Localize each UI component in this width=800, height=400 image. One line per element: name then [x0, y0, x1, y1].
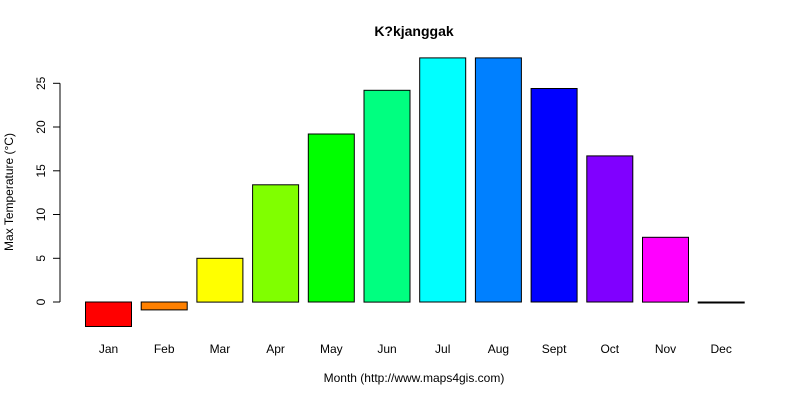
bar-mar [196, 257, 244, 303]
x-tick-labels: Jan Feb Mar Apr May Jun Jul Aug Sept Oct Nov Dec [99, 342, 732, 356]
y-tick-label: 15 [34, 164, 48, 178]
bar-sept [530, 88, 578, 303]
bar-aug [474, 57, 522, 303]
x-tick-label: Nov [655, 342, 676, 356]
bars-group [85, 57, 745, 327]
bar-oct [586, 155, 634, 303]
x-tick-label: Sept [542, 342, 567, 356]
bar-jul [419, 57, 467, 303]
bar-dec [697, 301, 745, 304]
bar-may [307, 133, 355, 303]
bar-jan [85, 301, 132, 327]
bar-jun [363, 89, 411, 303]
y-tick-label: 25 [34, 76, 48, 90]
x-tick-label: Oct [600, 342, 619, 356]
bar-apr [252, 184, 300, 303]
y-tick-label: 10 [34, 208, 48, 222]
y-tick-label: 5 [34, 255, 48, 262]
y-tick-label: 0 [34, 298, 48, 305]
bar-feb [140, 301, 188, 311]
x-axis-label: Month (http://www.maps4gis.com) [324, 371, 505, 385]
x-tick-label: Dec [711, 342, 732, 356]
x-tick-label: Feb [154, 342, 175, 356]
chart-title: K?kjanggak [374, 23, 454, 39]
x-tick-label: Apr [266, 342, 285, 356]
x-tick-label: Jan [99, 342, 118, 356]
y-tick-label: 20 [34, 120, 48, 134]
x-tick-label: Aug [488, 342, 509, 356]
y-axis-label: Max Temperature (°C) [2, 133, 16, 251]
x-tick-label: Jul [435, 342, 450, 356]
x-tick-label: May [320, 342, 343, 356]
x-tick-label: Jun [377, 342, 396, 356]
y-axis: 0 5 10 15 20 25 [34, 76, 61, 305]
x-tick-label: Mar [210, 342, 231, 356]
bar-nov [642, 236, 689, 303]
